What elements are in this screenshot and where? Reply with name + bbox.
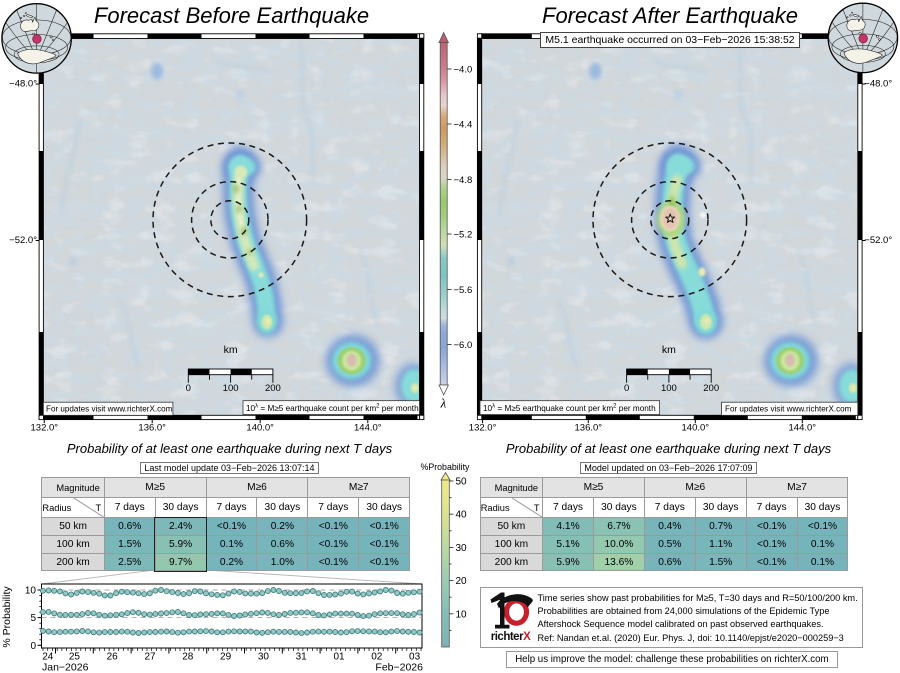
svg-text:For updates visit www.richterX: For updates visit www.richterX.com	[725, 405, 852, 414]
svg-text:Jan−2026: Jan−2026	[42, 662, 89, 673]
svg-text:02: 02	[371, 652, 383, 663]
svg-text:−52.0°: −52.0°	[9, 235, 37, 246]
svg-text:29: 29	[220, 652, 232, 663]
svg-text:136.0°: 136.0°	[138, 423, 166, 434]
svg-text:140.0°: 140.0°	[246, 423, 274, 434]
svg-text:−48.0°: −48.0°	[864, 79, 892, 90]
svg-text:03: 03	[409, 652, 421, 663]
svg-text:144.0°: 144.0°	[354, 423, 382, 434]
svg-text:26: 26	[107, 652, 119, 663]
svg-text:For updates visit www.richterX: For updates visit www.richterX.com	[46, 405, 173, 414]
svg-text:%Probability: %Probability	[421, 462, 470, 472]
svg-text:30: 30	[456, 543, 468, 554]
svg-text:136.0°: 136.0°	[575, 423, 603, 434]
svg-text:−6.0: −6.0	[454, 340, 473, 351]
svg-text:01: 01	[333, 652, 345, 663]
svg-text:10λ = M≥5 earthquake count per: 10λ = M≥5 earthquake count per km2 per m…	[483, 404, 656, 413]
svg-text:20: 20	[456, 576, 468, 587]
svg-text:−4.0: −4.0	[454, 65, 473, 76]
svg-text:5: 5	[30, 613, 36, 624]
svg-text:30: 30	[258, 652, 270, 663]
svg-text:−48.0°: −48.0°	[9, 79, 37, 90]
svg-text:50: 50	[456, 477, 468, 488]
svg-text:10: 10	[456, 609, 468, 620]
svg-text:λ: λ	[440, 396, 447, 411]
svg-text:10λ = M≥5 earthquake count per: 10λ = M≥5 earthquake count per km2 per m…	[246, 404, 419, 413]
svg-text:−5.6: −5.6	[454, 285, 473, 296]
svg-text:27: 27	[144, 652, 156, 663]
svg-text:−5.2: −5.2	[454, 230, 473, 241]
svg-text:28: 28	[182, 652, 194, 663]
svg-text:132.0°: 132.0°	[469, 423, 497, 434]
svg-text:25: 25	[69, 652, 81, 663]
svg-text:31: 31	[296, 652, 308, 663]
svg-text:24: 24	[42, 652, 54, 663]
svg-text:144.0°: 144.0°	[789, 423, 817, 434]
svg-text:132.0°: 132.0°	[31, 423, 59, 434]
svg-text:% Probability: % Probability	[1, 586, 13, 648]
svg-text:10: 10	[25, 586, 37, 597]
svg-text:−4.4: −4.4	[454, 120, 473, 131]
svg-text:0: 0	[30, 641, 36, 652]
svg-text:−52.0°: −52.0°	[864, 235, 892, 246]
svg-text:40: 40	[456, 510, 468, 521]
svg-text:140.0°: 140.0°	[682, 423, 710, 434]
svg-text:Feb−2026: Feb−2026	[375, 662, 423, 673]
svg-text:−4.8: −4.8	[454, 175, 473, 186]
